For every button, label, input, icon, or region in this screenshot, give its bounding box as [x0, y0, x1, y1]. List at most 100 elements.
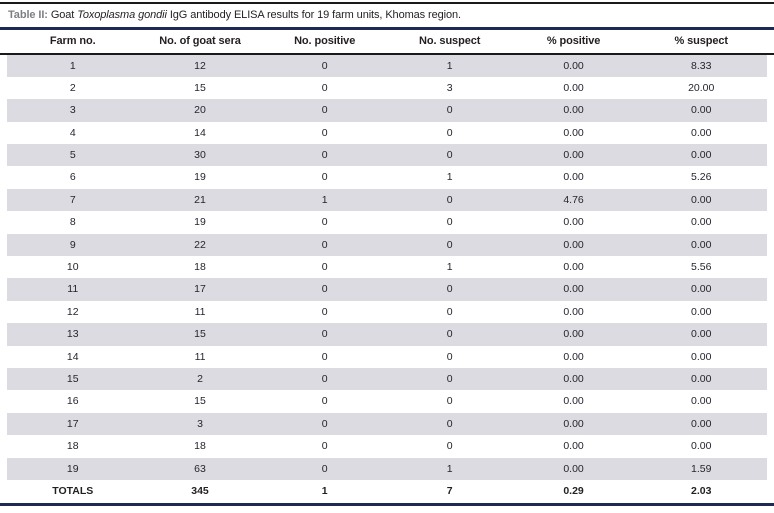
cell-farm-no: 13	[66, 328, 79, 341]
cell-pct-suspect: 0.00	[691, 395, 712, 408]
table-row: 10 18 0 1 0.00 5.56	[7, 256, 767, 278]
table-body: 1 12 0 1 0.00 8.33 2 15 0 3 0.00 20.00 3…	[7, 54, 767, 480]
cell-pct-suspect: 0.00	[691, 193, 712, 206]
cell-farm-no: 9	[69, 238, 76, 251]
cell-pct-suspect: 0.00	[691, 149, 712, 162]
cell-no-goat-sera: 18	[194, 261, 206, 274]
cell-pct-positive: 0.00	[563, 350, 584, 363]
cell-no-suspect: 0	[446, 193, 453, 206]
cell-no-goat-sera: 18	[194, 440, 206, 453]
cell-pct-suspect: 0.00	[691, 126, 712, 139]
cell-no-goat-sera: 63	[194, 462, 206, 475]
table-row: 6 19 0 1 0.00 5.26	[7, 166, 767, 188]
cell-no-goat-sera: 21	[194, 193, 206, 206]
cell-pct-positive: 0.00	[563, 417, 584, 430]
cell-farm-no: 10	[66, 261, 79, 274]
cell-no-goat-sera: 11	[194, 350, 206, 363]
cell-no-goat-sera: 3	[197, 417, 203, 430]
cell-farm-no: 16	[66, 395, 79, 408]
cell-pct-suspect: 0.00	[691, 104, 712, 117]
table-header-row: Farm no. No. of goat sera No. positive N…	[7, 30, 767, 53]
cell-farm-no: 1	[69, 59, 76, 72]
cell-pct-suspect: 0.00	[691, 283, 712, 296]
cell-no-positive: 0	[321, 417, 328, 430]
table-row: 2 15 0 3 0.00 20.00	[7, 77, 767, 99]
cell-no-positive: 0	[321, 305, 328, 318]
cell-no-suspect: 1	[446, 261, 453, 274]
cell-no-suspect: 0	[446, 149, 453, 162]
cell-no-positive: 0	[321, 126, 328, 139]
header-divider-rule	[0, 53, 774, 55]
totals-no-suspect: 7	[446, 484, 453, 497]
cell-no-suspect: 1	[446, 462, 453, 475]
cell-pct-suspect: 0.00	[691, 238, 712, 251]
table-row: 19 63 0 1 0.00 1.59	[7, 457, 767, 480]
cell-no-goat-sera: 22	[194, 238, 206, 251]
cell-pct-positive: 4.76	[563, 193, 584, 206]
cell-pct-positive: 0.00	[563, 238, 584, 251]
cell-no-suspect: 1	[446, 59, 453, 72]
cell-no-positive: 0	[321, 261, 328, 274]
cell-pct-suspect: 0.00	[691, 350, 712, 363]
cell-pct-positive: 0.00	[563, 104, 584, 117]
cell-farm-no: 6	[69, 171, 76, 184]
cell-pct-suspect: 8.33	[691, 59, 712, 72]
table-caption-species-italic: Toxoplasma gondii	[77, 9, 167, 21]
cell-farm-no: 7	[69, 193, 76, 206]
table-row: 5 30 0 0 0.00 0.00	[7, 144, 767, 167]
column-header-pct-positive: % positive	[546, 35, 601, 47]
cell-pct-positive: 0.00	[563, 216, 584, 229]
table-caption-text-pre: Goat	[47, 9, 78, 21]
cell-no-suspect: 0	[446, 328, 453, 341]
cell-pct-suspect: 1.59	[691, 462, 712, 475]
cell-no-goat-sera: 15	[194, 395, 206, 408]
cell-no-positive: 0	[321, 372, 328, 385]
cell-no-positive: 0	[321, 81, 328, 94]
cell-no-positive: 0	[321, 59, 328, 72]
cell-farm-no: 4	[69, 126, 76, 139]
totals-row: TOTALS 345 1 7 0.29 2.03	[7, 480, 767, 503]
table-caption-label: Table II:	[8, 9, 48, 21]
table-caption-text-post: IgG antibody ELISA results for 19 farm u…	[166, 9, 461, 21]
caption-divider-rule	[0, 27, 774, 30]
cell-pct-positive: 0.00	[563, 395, 584, 408]
cell-no-goat-sera: 2	[197, 372, 203, 385]
cell-farm-no: 3	[69, 104, 76, 117]
cell-no-suspect: 0	[446, 395, 453, 408]
table-row: 18 18 0 0 0.00 0.00	[7, 435, 767, 457]
cell-no-positive: 1	[321, 193, 328, 206]
cell-no-suspect: 0	[446, 417, 453, 430]
cell-no-positive: 0	[321, 238, 328, 251]
cell-pct-positive: 0.00	[563, 59, 584, 72]
column-header-no-goat-sera: No. of goat sera	[159, 35, 241, 47]
cell-no-goat-sera: 19	[194, 216, 206, 229]
cell-no-positive: 0	[321, 216, 328, 229]
cell-farm-no: 17	[66, 417, 79, 430]
cell-farm-no: 5	[69, 149, 76, 162]
table-row: 13 15 0 0 0.00 0.00	[7, 323, 767, 346]
cell-no-suspect: 0	[446, 283, 453, 296]
cell-pct-positive: 0.00	[563, 283, 584, 296]
cell-no-goat-sera: 19	[194, 171, 206, 184]
table-row: 11 17 0 0 0.00 0.00	[7, 278, 767, 301]
cell-no-positive: 0	[321, 328, 328, 341]
column-header-no-suspect: No. suspect	[419, 35, 481, 47]
cell-pct-suspect: 20.00	[688, 81, 715, 94]
cell-no-suspect: 3	[446, 81, 453, 94]
cell-no-goat-sera: 11	[194, 305, 206, 318]
cell-pct-suspect: 0.00	[691, 305, 712, 318]
table-row: 1 12 0 1 0.00 8.33	[7, 54, 767, 77]
cell-no-suspect: 0	[446, 305, 453, 318]
cell-no-positive: 0	[321, 440, 328, 453]
cell-farm-no: 15	[66, 372, 79, 385]
table-row: 16 15 0 0 0.00 0.00	[7, 390, 767, 412]
column-header-no-positive: No. positive	[294, 35, 356, 47]
table-row: 14 11 0 0 0.00 0.00	[7, 346, 767, 368]
cell-no-positive: 0	[321, 171, 328, 184]
cell-pct-suspect: 0.00	[691, 216, 712, 229]
cell-no-suspect: 0	[446, 350, 453, 363]
cell-pct-positive: 0.00	[563, 171, 584, 184]
cell-no-positive: 0	[321, 149, 328, 162]
bottom-rule	[0, 502, 774, 507]
